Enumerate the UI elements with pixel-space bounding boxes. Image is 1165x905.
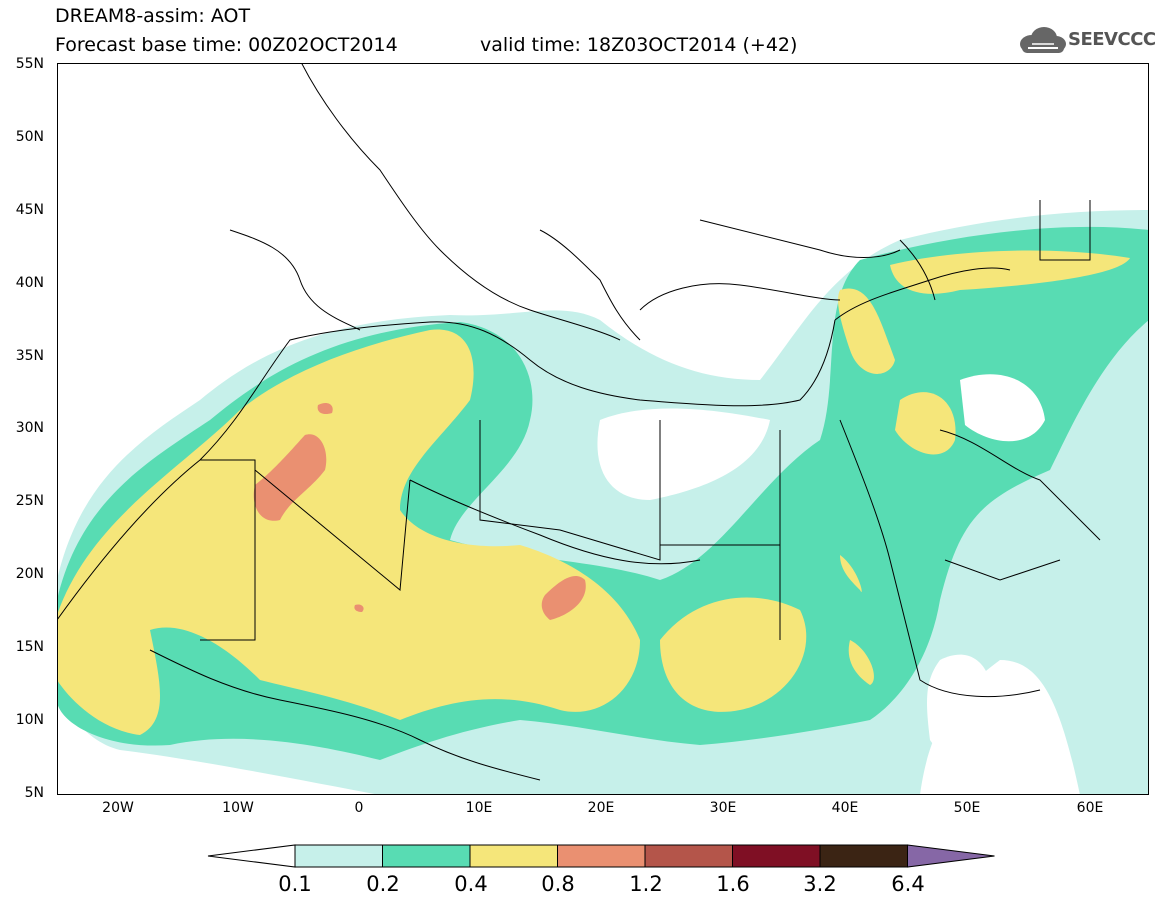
map-title: DREAM8-assim: AOT <box>55 5 251 27</box>
lon-label: 60E <box>1076 800 1104 816</box>
lon-label: 10W <box>222 800 254 816</box>
lat-label: 5N <box>24 785 44 801</box>
colorbar-label: 0.1 <box>278 872 312 896</box>
colorbar-label: 6.4 <box>891 872 925 896</box>
aot-patch-yellow-caspian <box>890 250 1130 294</box>
aot-patch-yellow-iraq <box>838 288 895 374</box>
lon-label: 20E <box>587 800 615 816</box>
lat-label: 20N <box>15 566 44 582</box>
colorbar-label: 0.8 <box>541 872 575 896</box>
lat-label: 25N <box>15 493 44 509</box>
aot-clear-arabia <box>960 374 1045 442</box>
lon-label: 0 <box>354 800 364 816</box>
lat-label: 30N <box>15 420 44 436</box>
lon-label: 20W <box>102 800 134 816</box>
colorbar-label: 3.2 <box>803 872 837 896</box>
forecast-base-time: Forecast base time: 00Z02OCT2014 <box>55 34 398 56</box>
colorbar-label: 0.4 <box>454 872 488 896</box>
logo-text: SEEVCCC <box>1068 29 1156 50</box>
colorbar-label: 1.6 <box>716 872 750 896</box>
aot-patch-yellow-gulf <box>895 392 956 455</box>
lat-label: 15N <box>15 639 44 655</box>
aot-patch-0.8-small <box>354 604 364 612</box>
aot-patch-yellow-redsea <box>840 555 862 592</box>
valid-time: valid time: 18Z03OCT2014 (+42) <box>480 34 798 56</box>
aot-patch-yellow-horn <box>848 640 874 685</box>
lon-label: 10E <box>465 800 493 816</box>
aot-band-0.4 <box>57 329 640 735</box>
coastlines <box>57 63 1101 781</box>
colorbar-label: 1.2 <box>629 872 663 896</box>
aot-patch-yellow-east <box>660 597 807 712</box>
map-frame <box>57 63 1149 795</box>
lat-label: 35N <box>15 348 44 364</box>
aot-contours <box>57 210 1149 795</box>
lat-label: 10N <box>15 712 44 728</box>
lat-label: 55N <box>15 56 44 72</box>
cloud-icon <box>1020 27 1066 53</box>
seevccc-logo: SEEVCCC <box>1018 24 1156 58</box>
aot-clear-indian-ocean <box>927 654 993 758</box>
aot-patch-0.8-north <box>317 402 333 415</box>
lon-label: 50E <box>953 800 981 816</box>
aot-patch-0.8-west <box>253 434 327 521</box>
lon-label: 30E <box>709 800 737 816</box>
lon-label: 40E <box>831 800 859 816</box>
colorbar-label: 0.2 <box>366 872 400 896</box>
aot-clear-libya <box>597 408 770 500</box>
lat-label: 40N <box>15 275 44 291</box>
lat-label: 50N <box>15 129 44 145</box>
aot-patch-0.8-chad <box>541 575 586 620</box>
lat-label: 45N <box>15 202 44 218</box>
